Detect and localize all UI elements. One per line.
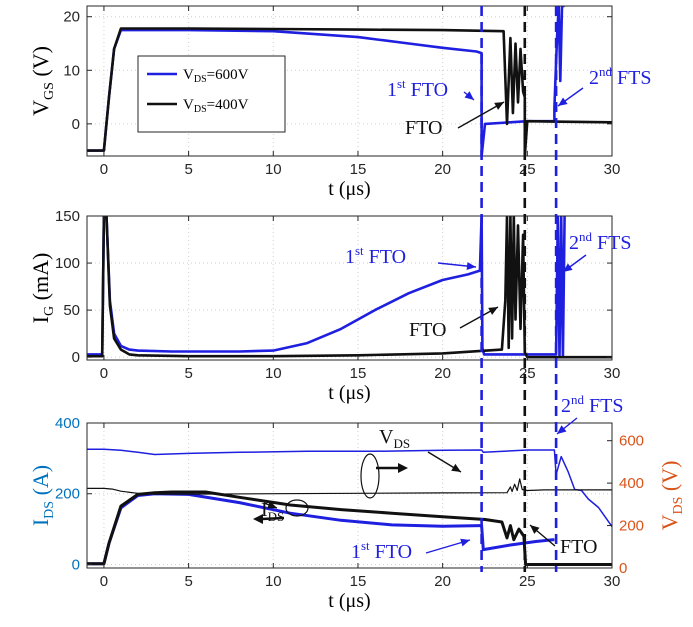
- y2-tick-label: 0: [619, 560, 627, 577]
- x-axis-label-vgs: t (μs): [328, 178, 370, 200]
- x-tick-label: 10: [265, 161, 282, 178]
- annotation-ids-3: 2nd FTS: [561, 392, 623, 417]
- annotation-arrow-head: [267, 501, 277, 509]
- y-tick-label: 200: [55, 486, 80, 503]
- annotation-arrow-head: [488, 307, 498, 315]
- x-axis-label-ig: t (μs): [328, 382, 370, 404]
- annotation-vgs-2: FTO: [405, 117, 442, 139]
- x-axis-label-ids: t (μs): [328, 590, 370, 612]
- axes-frame-vgs: [86, 5, 613, 157]
- y-tick-label: 400: [55, 415, 80, 432]
- y-tick-label: 100: [55, 255, 80, 272]
- ids-direction-arrow: [261, 516, 285, 521]
- series-line-ids-0: [87, 492, 555, 566]
- x-tick-label: 25: [519, 365, 536, 382]
- y2-tick-label: 200: [619, 518, 644, 535]
- chart-ig: 0 5 10 15 20 25 30 0 50 100 150 t (μs) IG (mA) 1st FT…: [28, 208, 631, 404]
- vds-direction-arrowhead: [398, 463, 408, 473]
- legend: VDS=600V VDS=400V: [137, 55, 286, 133]
- x-tick-label: 10: [265, 365, 282, 382]
- x-tick-label: 5: [184, 365, 192, 382]
- annotation-arrow-head: [466, 262, 476, 270]
- annotation-vgs-1: 2nd FTS: [589, 64, 651, 89]
- x-tick-label: 30: [604, 365, 621, 382]
- legend-box: [137, 55, 286, 133]
- y-tick-label: 20: [63, 9, 80, 26]
- vds-series-ellipse: [360, 453, 380, 499]
- annotation-arrow-head: [563, 263, 573, 272]
- y2-tick-label: 600: [619, 433, 644, 450]
- y-tick-label: 150: [55, 208, 80, 225]
- series-group-ig: [87, 216, 612, 359]
- x-tick-label: 20: [434, 573, 451, 590]
- annotation-arrow-head: [460, 538, 470, 547]
- x-tick-label: 15: [350, 573, 367, 590]
- axes-frame-ig: [86, 215, 613, 361]
- annotation-ids-0: VDS: [379, 426, 410, 451]
- x-tick-label: 15: [350, 161, 367, 178]
- x-tick-label: 20: [434, 365, 451, 382]
- series-line-ids-2: [87, 448, 612, 528]
- y-tick-label: 0: [72, 556, 80, 573]
- annotation-vgs-0: 1st FTO: [387, 76, 448, 101]
- annotation-arrow-head: [464, 91, 474, 100]
- x-tick-label: 0: [100, 573, 108, 590]
- x-tick-label: 0: [100, 365, 108, 382]
- y-tick-label: 0: [72, 116, 80, 133]
- x-tick-label: 25: [519, 573, 536, 590]
- y-axis-label-ids: IDS (A): [28, 465, 57, 526]
- x-tick-label: 30: [604, 161, 621, 178]
- annotation-arrow-head: [557, 425, 567, 434]
- x-tick-label: 20: [434, 161, 451, 178]
- x-tick-label: 15: [350, 365, 367, 382]
- legend-label-v600: VDS=600V: [183, 67, 249, 85]
- legend-label-v400: VDS=400V: [183, 97, 249, 115]
- annotation-ig-0: 1st FTO: [345, 243, 406, 268]
- y-tick-label: 10: [63, 62, 80, 79]
- series-line-ig-0: [87, 216, 566, 359]
- y2-axis-label-ids: VDS (V): [657, 461, 686, 531]
- annotation-arrow-head: [530, 525, 540, 534]
- annotation-arrow-head: [451, 463, 461, 472]
- annotations-vgs: 1st FTO 2nd FTS FTO: [387, 64, 651, 139]
- annotations-ids: VDS IDS 1st FTO 2nd FTS FTO: [253, 392, 623, 563]
- annotation-ids-2: 1st FTO: [351, 538, 412, 563]
- x-tick-label: 30: [604, 573, 621, 590]
- grid-ids: [87, 422, 613, 568]
- series-line-ig-1: [87, 216, 612, 359]
- grid-ig: [87, 215, 613, 360]
- y-axis-label-vgs: VGS (V): [28, 46, 57, 116]
- annotation-ig-1: 2nd FTS: [569, 229, 631, 254]
- y2-tick-label: 400: [619, 475, 644, 492]
- axes-frame-ids: [86, 422, 613, 569]
- y-tick-label: 0: [72, 349, 80, 366]
- x-tick-label: 5: [184, 161, 192, 178]
- series-line-ids-3: [87, 478, 612, 495]
- y-tick-label: 50: [63, 302, 80, 319]
- annotation-ig-2: FTO: [409, 319, 446, 341]
- annotation-ids-4: FTO: [560, 536, 597, 558]
- annotations-ig: 1st FTO 2nd FTS FTO: [345, 229, 631, 341]
- y-axis-label-ig: IG (mA): [28, 253, 57, 324]
- annotation-arrow-head: [558, 97, 568, 106]
- x-tick-label: 10: [265, 573, 282, 590]
- annotation-arrow-head: [494, 102, 504, 110]
- ids-series-ellipse: [285, 499, 309, 517]
- x-tick-label: 0: [100, 161, 108, 178]
- series-group-ids: [87, 448, 612, 566]
- annotation-ids-1: IDS: [261, 499, 284, 524]
- x-tick-label: 5: [184, 573, 192, 590]
- ids-direction-arrowhead: [253, 514, 263, 524]
- x-tick-label: 25: [519, 161, 536, 178]
